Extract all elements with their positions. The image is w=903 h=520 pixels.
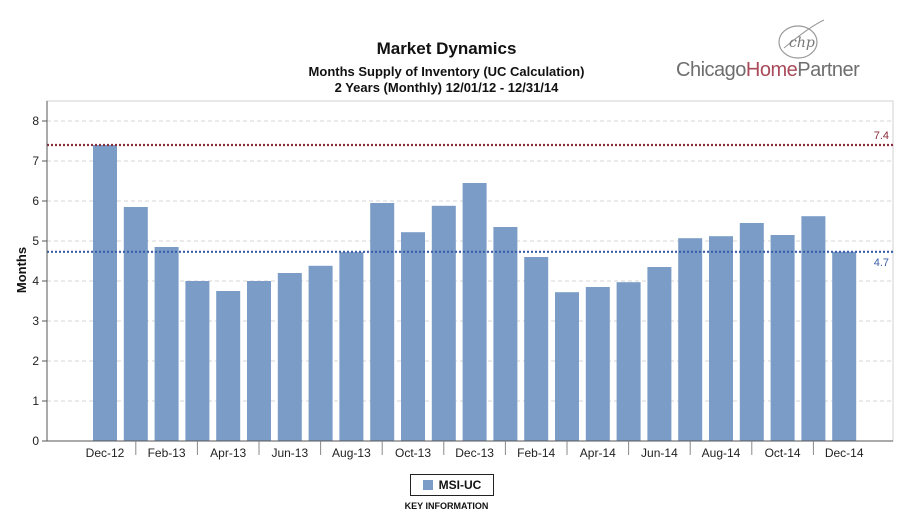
logo-word-2: Home [745,59,798,81]
reference-line-label: 4.7 [874,257,889,269]
bar-sep-14 [739,223,764,441]
bar-mar-14 [555,292,579,441]
y-tick-label: 8 [32,114,39,128]
company-logo: chp ChicagoHomePartner [676,18,876,88]
chart-subtitle: Months Supply of Inventory (UC Calculati… [308,64,585,79]
x-tick-label: Dec-14 [825,446,864,460]
x-tick-label: Aug-13 [332,446,371,460]
reference-line-label: 7.4 [874,130,889,142]
bar-dec-14 [832,251,857,441]
chart-date-range: 2 Years (Monthly) 12/01/12 - 12/31/14 [334,80,559,95]
bar-jul-14 [678,238,703,441]
x-tick-label: Jun-14 [641,446,678,460]
y-tick-label: 7 [32,154,39,168]
y-axis-label: Months [14,247,29,293]
bar-oct-13 [401,232,425,441]
legend-label: MSI-UC [438,478,482,492]
bar-jan-14 [493,227,518,441]
bar-may-13 [247,281,271,441]
bar-jul-13 [308,265,333,441]
bar-may-14 [616,282,641,441]
bar-feb-14 [524,257,549,441]
bar-apr-13 [216,291,241,441]
x-tick-label: Apr-14 [580,446,616,460]
chart-title: Market Dynamics [376,39,517,58]
bar-nov-14 [801,216,826,441]
bar-oct-14 [770,235,795,441]
bar-nov-13 [431,205,456,441]
x-tick-label: Dec-12 [86,446,125,460]
x-tick-label: Feb-14 [517,446,555,460]
bar-sep-13 [370,203,395,441]
bar-mar-13 [185,281,210,441]
legend: MSI-UC [410,474,494,496]
x-tick-label: Dec-13 [455,446,494,460]
legend-swatch [422,480,433,490]
bar-aug-14 [709,236,733,441]
bar-aug-13 [339,252,364,441]
key-information-label: KEY INFORMATION [404,501,489,511]
y-tick-label: 5 [32,234,39,248]
bar-feb-13 [154,247,179,441]
bar-dec-13 [462,183,487,441]
bar-apr-14 [585,287,610,441]
bar-jun-14 [647,267,672,441]
x-tick-label: Aug-14 [702,446,741,460]
x-tick-label: Jun-13 [271,446,308,460]
logo-wordmark: ChicagoHomePartner [676,59,860,82]
x-tick-label: Apr-13 [210,446,246,460]
x-tick-label: Oct-13 [395,446,431,460]
logo-mark: chp [789,35,815,51]
y-tick-label: 2 [32,354,39,368]
bar-dec-12 [93,145,117,441]
y-tick-label: 6 [32,194,39,208]
y-tick-label: 1 [32,394,39,408]
logo-word-3: Partner [797,59,860,81]
logo-word-1: Chicago [676,59,746,81]
x-tick-label: Feb-13 [148,446,186,460]
x-tick-label: Oct-14 [765,446,801,460]
y-tick-label: 0 [32,434,39,448]
bar-jan-13 [123,207,148,441]
y-tick-label: 4 [32,274,39,288]
bar-jun-13 [277,273,302,441]
y-tick-label: 3 [32,314,39,328]
